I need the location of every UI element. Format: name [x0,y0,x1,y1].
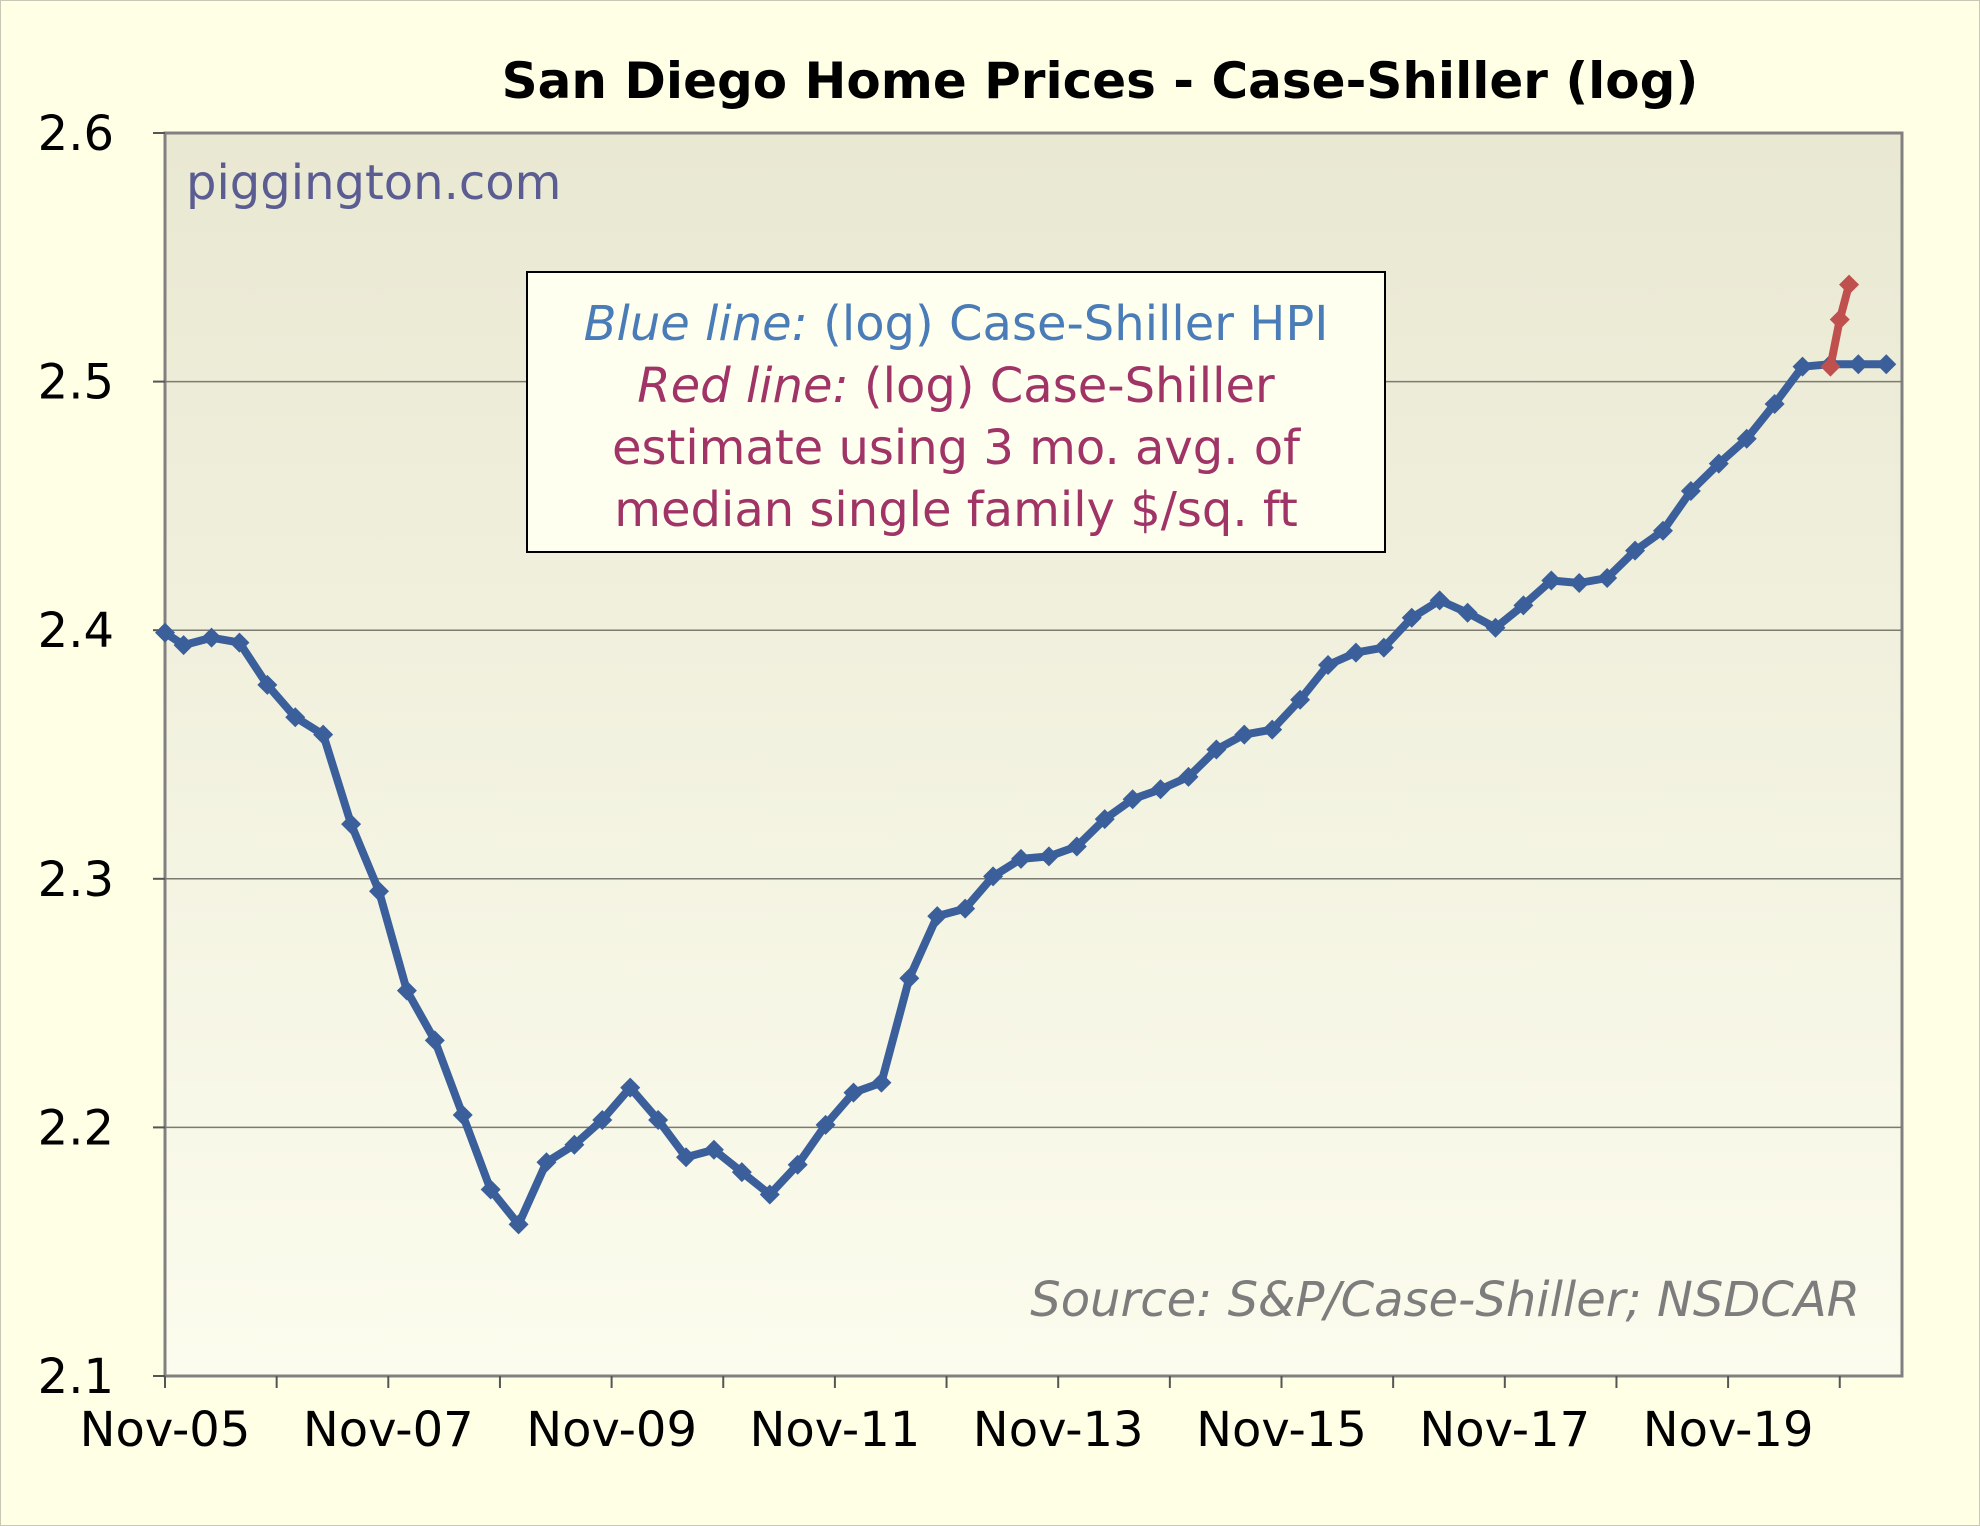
y-tick-label: 2.6 [38,106,114,162]
data-point-marker [1010,848,1031,869]
data-point-marker [1038,846,1059,867]
data-point-marker [815,1114,836,1135]
data-point-marker [1513,595,1534,616]
data-point-marker [843,1082,864,1103]
data-point-marker [871,1072,892,1093]
data-point-marker [1178,766,1199,787]
data-point-marker [955,898,976,919]
data-point-marker [1401,607,1422,628]
data-point-marker [899,968,920,989]
data-point-marker [1066,836,1087,857]
data-point-marker [1736,428,1757,449]
y-tick-label: 2.5 [38,355,114,411]
x-tick-label: Nov-13 [973,1402,1144,1458]
data-point-marker [787,1154,808,1175]
data-point-marker [1876,354,1897,375]
data-point-marker [1839,274,1860,295]
data-point-marker [1150,779,1171,800]
data-point-marker [592,1109,613,1130]
x-tick-label: Nov-11 [750,1402,921,1458]
source-note: Source: S&P/Case-Shiller; NSDCAR [1030,1272,1860,1328]
data-point-marker [676,1147,697,1168]
data-point-marker [173,635,194,656]
legend-line-red: Red line: (log) Case-Shiller [528,355,1384,417]
data-point-marker [480,1179,501,1200]
data-point-marker [1345,642,1366,663]
data-point-marker [536,1152,557,1173]
x-tick-label: Nov-05 [80,1402,251,1458]
data-point-marker [313,724,334,745]
data-point-marker [1625,540,1646,561]
data-point-marker [1234,724,1255,745]
data-point-marker [1597,567,1618,588]
y-tick-label: 2.4 [38,603,114,659]
chart-title: San Diego Home Prices - Case-Shiller (lo… [501,52,1699,110]
data-point-marker [1485,617,1506,638]
data-point-marker [1792,356,1813,377]
data-point-marker [229,632,250,653]
data-point-marker [368,881,389,902]
data-point-marker [1708,453,1729,474]
data-point-marker [1094,809,1115,830]
y-tick-label: 2.2 [38,1100,114,1156]
data-point-marker [1680,480,1701,501]
data-point-marker [1820,356,1841,377]
legend-red-text-3: median single family $/sq. ft [614,482,1298,538]
legend-red-text-1: (log) Case-Shiller [863,358,1275,414]
legend-line-blue: Blue line: (log) Case-Shiller HPI [528,293,1384,355]
x-tick-label: Nov-19 [1643,1402,1814,1458]
watermark-text: piggington.com [186,155,562,211]
legend-blue-label: Blue line: [583,296,808,352]
data-point-marker [424,1030,445,1051]
data-point-marker [731,1162,752,1183]
x-tick-label: Nov-09 [526,1402,697,1458]
data-point-marker [927,906,948,927]
x-tick-label: Nov-15 [1196,1402,1367,1458]
data-point-marker [620,1077,641,1098]
data-point-marker [1262,719,1283,740]
legend-box: Blue line: (log) Case-Shiller HPI Red li… [526,271,1386,553]
data-point-marker [983,866,1004,887]
series-layer [155,274,1897,1235]
data-point-marker [155,622,175,643]
tick-labels: 2.1 2.2 2.3 2.4 2.5 2.6 Nov-05 Nov-07 Nov-09 Nov-… [38,106,1814,1458]
data-point-marker [508,1214,529,1235]
data-point-marker [1829,309,1850,330]
axes [153,132,1841,1388]
data-point-marker [1373,637,1394,658]
y-tick-label: 2.3 [38,852,114,908]
data-point-marker [285,707,306,728]
data-point-marker [1290,689,1311,710]
data-point-marker [564,1134,585,1155]
data-point-marker [1318,655,1339,676]
x-tick-label: Nov-07 [303,1402,474,1458]
data-point-marker [1206,739,1227,760]
data-point-marker [1764,393,1785,414]
legend-red-label: Red line: [637,358,849,414]
data-point-marker [1652,520,1673,541]
data-point-marker [257,674,278,695]
data-point-marker [396,980,417,1001]
data-point-marker [1122,789,1143,810]
data-point-marker [648,1109,669,1130]
x-tick-label: Nov-17 [1419,1402,1590,1458]
data-point-marker [1848,354,1869,375]
data-point-marker [1457,602,1478,623]
data-point-marker [703,1139,724,1160]
data-point-marker [1429,590,1450,611]
data-point-marker [341,814,362,835]
data-point-marker [759,1184,780,1205]
data-point-marker [452,1104,473,1125]
data-point-marker [1569,572,1590,593]
legend-blue-text: (log) Case-Shiller HPI [823,296,1329,352]
legend-red-text-2: estimate using 3 mo. avg. of [611,420,1301,476]
data-point-marker [1541,570,1562,591]
y-tick-label: 2.1 [38,1349,114,1405]
data-point-marker [201,627,222,648]
